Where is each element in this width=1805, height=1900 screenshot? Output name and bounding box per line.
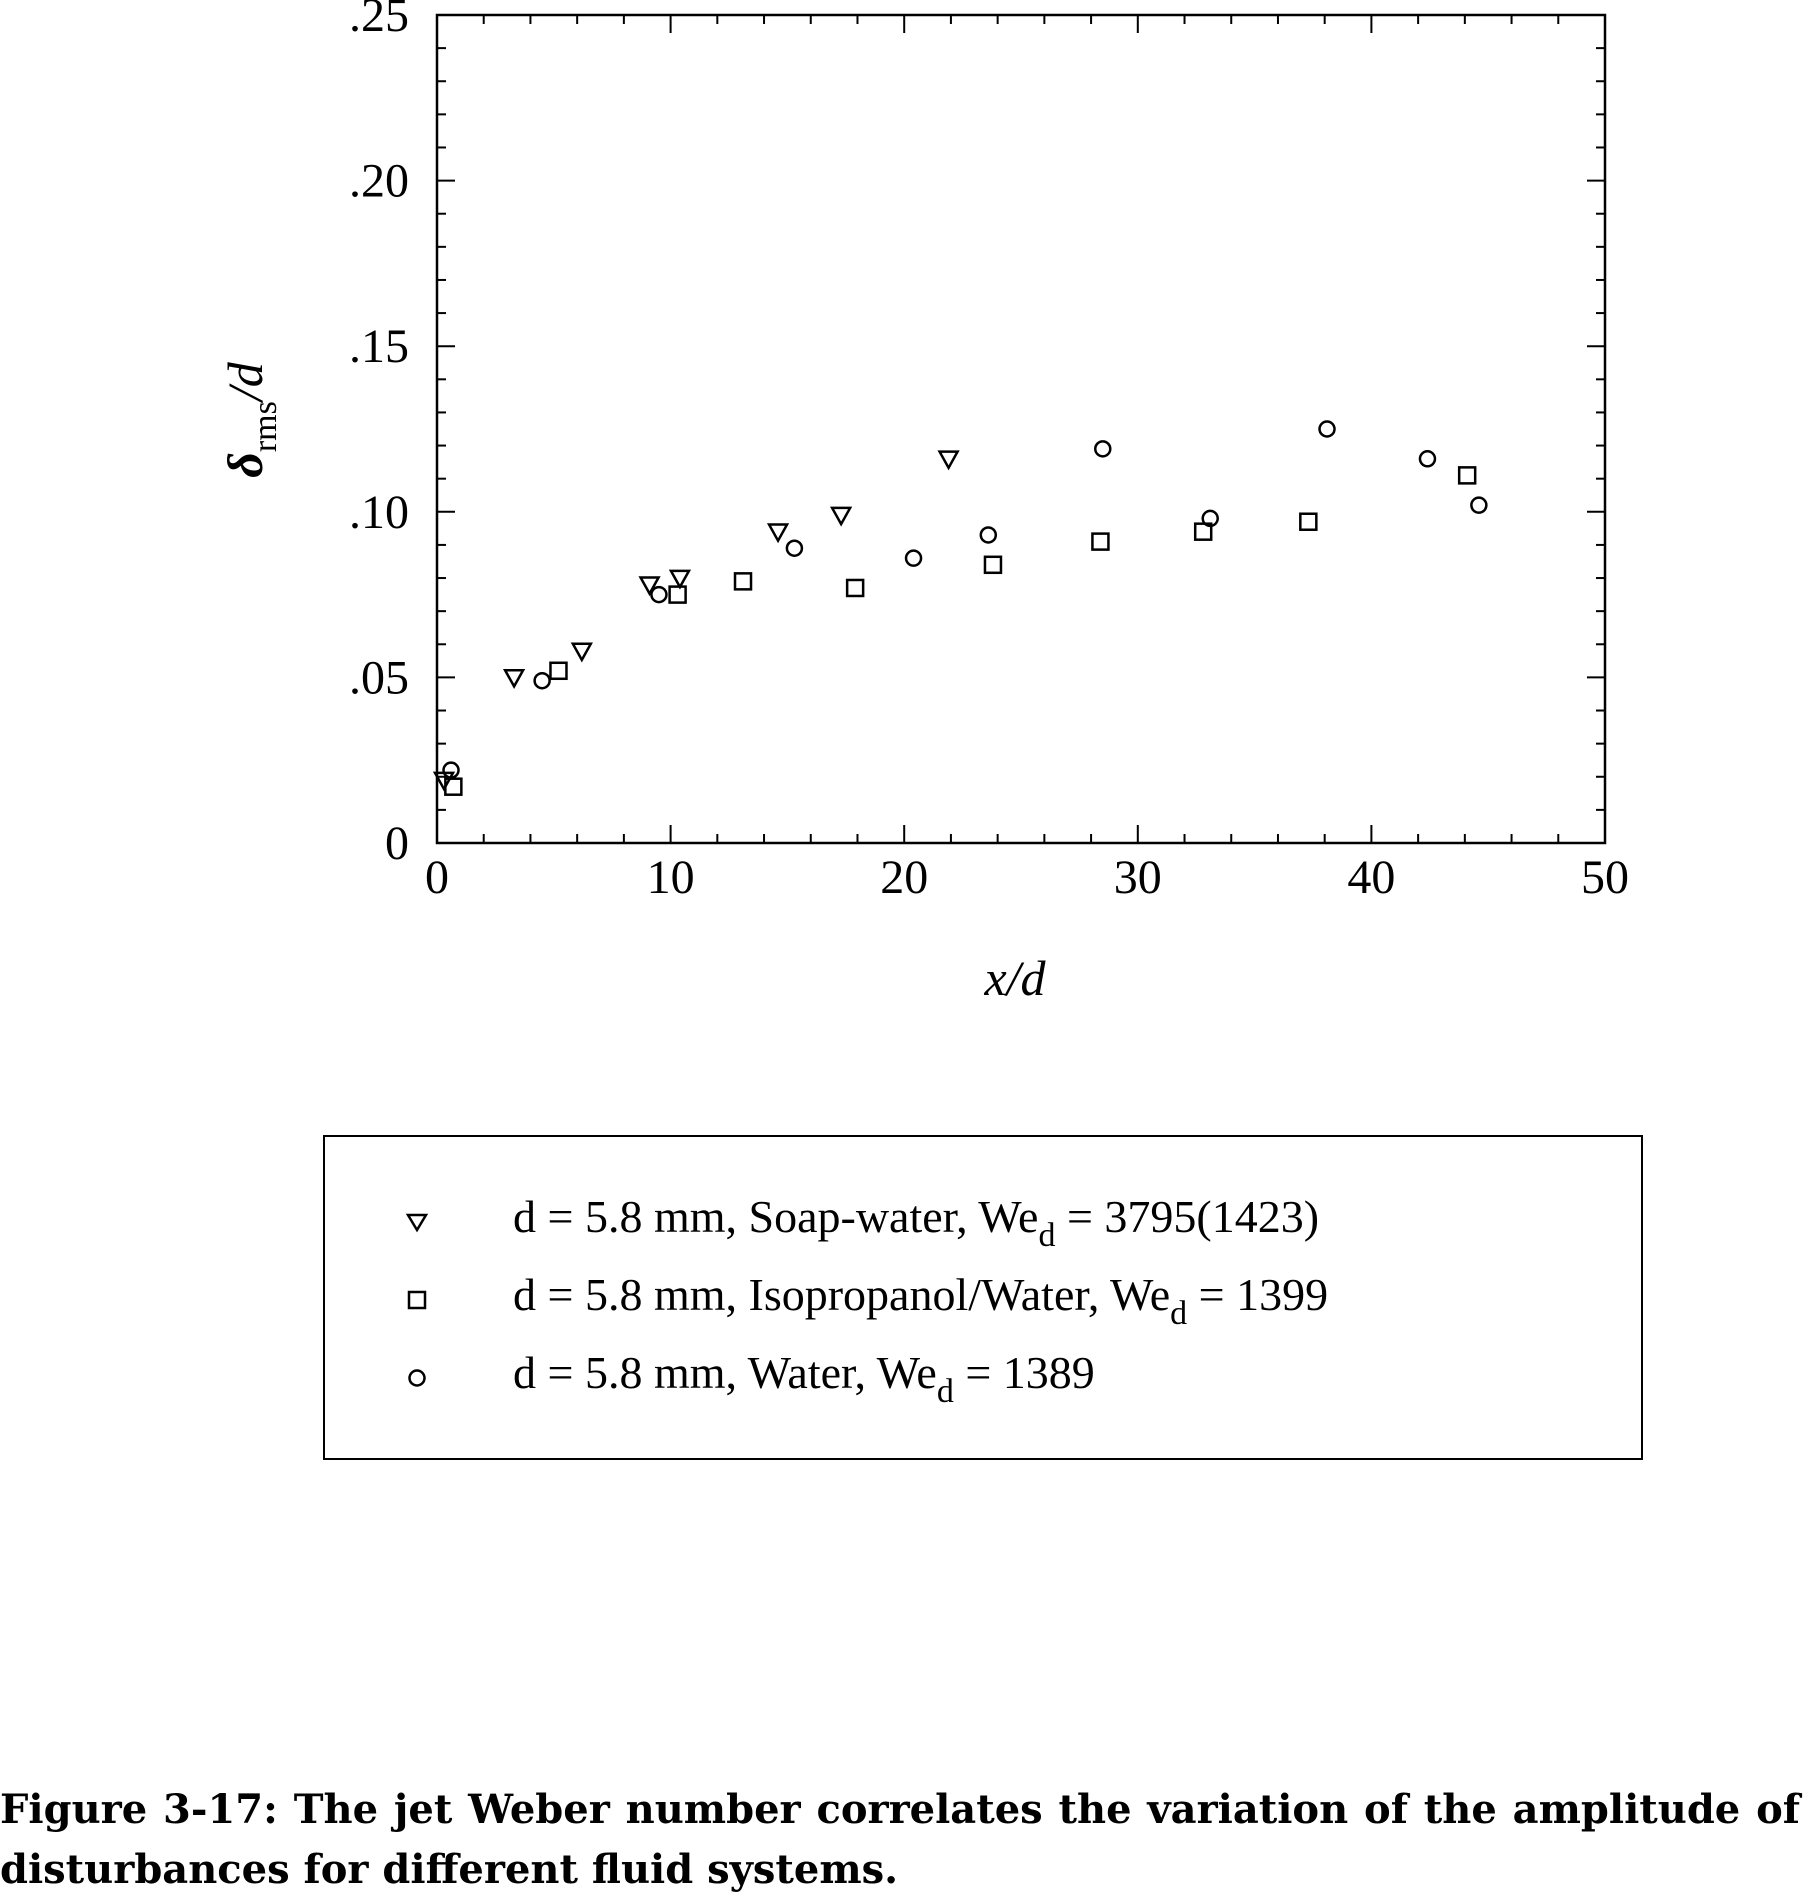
legend-label-soap-water: d = 5.8 mm, Soap-water, Wed = 3795(1423) xyxy=(513,1190,1320,1254)
x-tick-label: 0 xyxy=(425,851,449,904)
x-tick-label: 40 xyxy=(1347,851,1395,904)
scatter-chart: 0 10 20 30 40 50 0 .05 .10 .15 .20 .25 x/d δrms/d xyxy=(217,0,1629,1006)
plot-frame-rect xyxy=(435,13,1607,845)
y-axis-subscript: rms xyxy=(247,401,284,452)
y-tick-label: 0 xyxy=(385,817,409,870)
y-axis-title: δrms/d xyxy=(217,361,284,478)
water-point xyxy=(1318,420,1336,438)
y-axis-symbol: δ xyxy=(217,452,273,478)
isopropanol-water-point xyxy=(549,661,568,681)
legend: d = 5.8 mm, Soap-water, Wed = 3795(1423)… xyxy=(323,1135,1643,1460)
soap-water-point xyxy=(668,569,692,590)
legend-label-isopropanol-water: d = 5.8 mm, Isopropanol/Water, Wed = 139… xyxy=(513,1268,1329,1332)
circle-marker-icon xyxy=(408,1369,426,1387)
x-axis-title: x/d xyxy=(983,950,1046,1006)
tick-labels: 0 10 20 30 40 50 0 .05 .10 .15 .20 .25 xyxy=(349,0,1629,904)
isopropanol-water-point xyxy=(1193,522,1213,541)
water-point xyxy=(979,526,998,544)
water-point xyxy=(904,549,923,567)
water-point xyxy=(1201,509,1219,528)
isopropanol-water-point xyxy=(733,572,753,591)
x-tick-label: 20 xyxy=(880,851,928,904)
soap-water-point xyxy=(766,523,790,544)
y-tick-label: .20 xyxy=(349,155,409,208)
isopropanol-water-point xyxy=(668,585,687,604)
x-tick-label: 10 xyxy=(647,851,695,904)
legend-item-isopropanol-water: d = 5.8 mm, Isopropanol/Water, Wed = 139… xyxy=(325,1265,1641,1335)
water-point xyxy=(533,671,551,690)
svg-text:δrms/d: δrms/d xyxy=(217,361,284,478)
isopropanol-water-point xyxy=(1091,532,1110,551)
isopropanol-water-point xyxy=(1299,512,1318,531)
legend-label-water: d = 5.8 mm, Water, Wed = 1389 xyxy=(513,1346,1095,1410)
y-axis-suffix: /d xyxy=(217,361,273,404)
legend-item-soap-water: d = 5.8 mm, Soap-water, Wed = 3795(1423) xyxy=(325,1187,1641,1257)
water-point xyxy=(442,761,460,779)
isopropanol-water-point xyxy=(983,555,1003,575)
y-tick-label: .05 xyxy=(349,651,409,704)
legend-item-water: d = 5.8 mm, Water, Wed = 1389 xyxy=(325,1343,1641,1413)
y-tick-label: .15 xyxy=(349,320,409,373)
water-point xyxy=(1470,496,1488,514)
water-point xyxy=(1418,450,1437,468)
x-tick-label: 30 xyxy=(1114,851,1162,904)
soap-water-point xyxy=(570,642,593,663)
triangle-down-marker-icon xyxy=(405,1213,429,1233)
soap-water-point xyxy=(830,506,853,527)
water-point xyxy=(650,585,668,604)
y-tick-label: .10 xyxy=(349,486,409,539)
caption-line-2: disturbances for different fluid systems… xyxy=(0,1846,899,1893)
plot-frame xyxy=(435,13,1607,845)
y-tick-label: .25 xyxy=(349,0,409,42)
square-marker-icon xyxy=(407,1290,427,1310)
soap-water-point xyxy=(638,576,661,597)
water-point xyxy=(785,539,804,557)
isopropanol-water-point xyxy=(1457,466,1477,485)
water-point xyxy=(1094,440,1112,458)
figure-caption: Figure 3-17: The jet Weber number correl… xyxy=(0,1780,1805,1900)
axis-ticks xyxy=(436,14,1606,844)
soap-water-point xyxy=(937,450,960,471)
data-points xyxy=(432,420,1488,796)
x-tick-label: 50 xyxy=(1581,851,1629,904)
isopropanol-water-point xyxy=(845,578,865,598)
soap-water-point xyxy=(502,668,526,689)
caption-line-1: Figure 3-17: The jet Weber number correl… xyxy=(0,1786,1800,1833)
isopropanol-water-point xyxy=(444,777,463,796)
